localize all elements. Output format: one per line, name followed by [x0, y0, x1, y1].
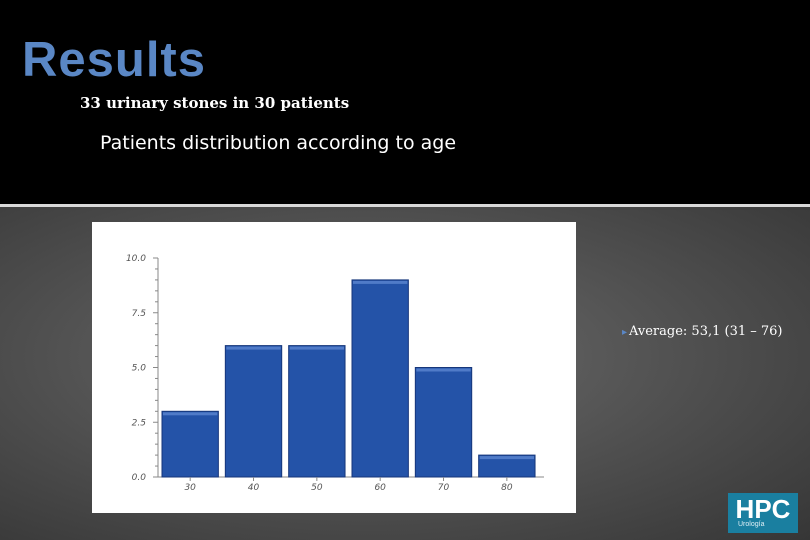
x-tick-label: 40 [248, 483, 260, 493]
average-text: Average: 53,1 (31 – 76) [629, 324, 783, 339]
bar-chart: 0.0 2.5 5.0 7.5 10.0 30 40 50 60 70 80 [126, 254, 544, 493]
section-heading: Patients distribution according to age [100, 132, 457, 154]
average-note: ▸ Average: 53,1 (31 – 76) [622, 324, 783, 339]
y-tick-label: 5.0 [132, 364, 147, 374]
bar [351, 279, 409, 478]
y-tick-label: 7.5 [132, 309, 147, 319]
bar [224, 345, 283, 478]
bar-highlight [479, 456, 535, 460]
y-tick-label: 10.0 [126, 254, 146, 264]
x-tick-label: 30 [184, 483, 196, 493]
chart-card: 0.0 2.5 5.0 7.5 10.0 30 40 50 60 70 80 [92, 222, 576, 513]
divider [0, 204, 810, 207]
logo-subtext: Urología [738, 521, 765, 528]
bar [414, 367, 473, 478]
bar [288, 345, 346, 478]
logo-text: HPC [735, 494, 791, 524]
x-tick-label: 70 [438, 483, 450, 493]
y-tick-label: 0.0 [132, 473, 147, 483]
bar [161, 410, 219, 478]
bar-highlight [353, 280, 408, 284]
slide-subtitle: 33 urinary stones in 30 patients [80, 94, 350, 112]
x-tick-label: 60 [374, 483, 386, 493]
bar-highlight [416, 368, 471, 372]
slide-title: Results [22, 33, 207, 87]
hpc-logo: HPC Urología [728, 493, 798, 533]
bar-highlight [289, 346, 345, 350]
y-tick-label: 2.5 [132, 418, 147, 428]
bar-highlight [163, 412, 218, 416]
bar-highlight [226, 346, 281, 350]
x-tick-label: 80 [501, 483, 513, 493]
header-panel: Results 33 urinary stones in 30 patients… [0, 0, 810, 204]
bullet-icon: ▸ [622, 327, 628, 338]
x-tick-label: 50 [311, 483, 323, 493]
